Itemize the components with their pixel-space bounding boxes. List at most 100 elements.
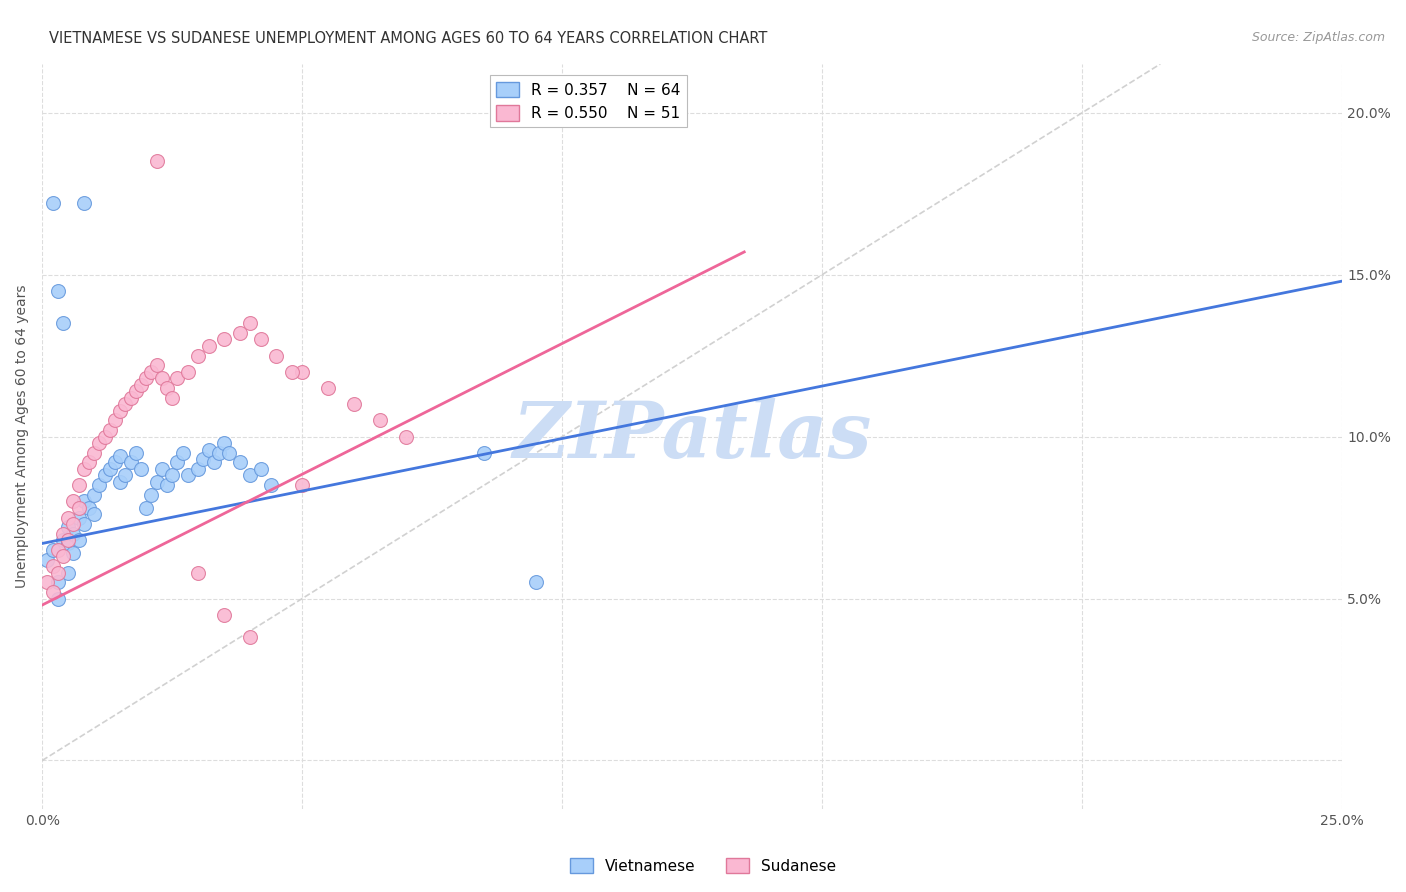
Point [67,478,90,492]
Point [108,449,131,463]
Point [395,429,418,443]
Point [114,397,136,411]
Point [316,381,339,395]
Point [67,510,90,524]
Point [368,413,391,427]
Point [160,391,183,405]
Point [83,508,105,522]
Point [58,520,80,534]
Point [52,549,75,564]
Point [77,455,100,469]
Point [67,500,90,515]
Point [58,533,80,548]
Text: Source: ZipAtlas.com: Source: ZipAtlas.com [1251,31,1385,45]
Point [37,575,59,590]
Point [160,468,183,483]
Point [62,546,84,560]
Point [172,446,194,460]
Point [120,455,142,469]
Point [129,377,152,392]
Point [187,566,209,580]
Point [98,423,121,437]
Point [177,468,200,483]
Point [114,468,136,483]
Point [52,526,75,541]
Point [104,455,127,469]
Point [125,384,148,399]
Point [73,196,96,211]
Point [41,585,63,599]
Text: VIETNAMESE VS SUDANESE UNEMPLOYMENT AMONG AGES 60 TO 64 YEARS CORRELATION CHART: VIETNAMESE VS SUDANESE UNEMPLOYMENT AMON… [49,31,768,46]
Point [177,365,200,379]
Point [202,455,225,469]
Point [62,494,84,508]
Point [260,478,283,492]
Point [73,516,96,531]
Point [141,365,163,379]
Point [46,591,69,606]
Point [89,478,111,492]
Point [472,446,495,460]
Point [239,631,262,645]
Point [212,607,235,622]
Point [145,154,167,169]
Point [239,316,262,330]
Point [212,436,235,450]
Point [218,446,240,460]
Point [93,468,115,483]
Point [125,446,148,460]
Point [58,566,80,580]
Point [41,196,63,211]
Point [208,446,231,460]
Point [197,442,219,457]
Point [120,391,142,405]
Point [150,371,173,385]
Point [62,526,84,541]
Point [52,316,75,330]
Point [129,462,152,476]
Point [281,365,304,379]
Point [77,500,100,515]
Point [141,488,163,502]
Point [46,575,69,590]
Point [93,429,115,443]
Point [98,462,121,476]
Point [264,349,287,363]
Point [145,475,167,489]
Point [145,359,167,373]
Point [524,575,547,590]
Point [135,500,157,515]
Point [46,284,69,298]
Point [62,516,84,531]
Point [73,494,96,508]
Point [229,455,252,469]
Point [166,455,188,469]
Point [291,478,314,492]
Point [197,339,219,353]
Point [37,552,59,566]
Point [83,488,105,502]
Point [193,452,215,467]
Point [249,332,271,346]
Point [249,462,271,476]
Point [83,446,105,460]
Point [343,397,366,411]
Point [156,478,179,492]
Point [229,326,252,340]
Point [135,371,157,385]
Point [104,413,127,427]
Point [150,462,173,476]
Point [41,559,63,574]
Point [89,436,111,450]
Point [52,533,75,548]
Point [108,403,131,417]
Point [58,510,80,524]
Point [108,475,131,489]
Point [46,543,69,558]
Text: ZIPatlas: ZIPatlas [513,399,872,475]
Point [58,536,80,550]
Point [73,462,96,476]
Point [291,365,314,379]
Point [212,332,235,346]
Point [46,566,69,580]
